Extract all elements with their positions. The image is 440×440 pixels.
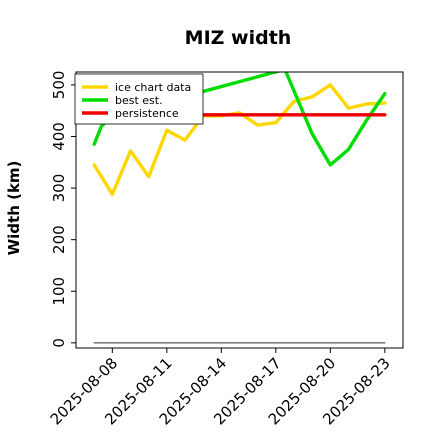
y-tick-label: 200 xyxy=(50,225,68,254)
y-tick-label: 400 xyxy=(50,122,68,151)
y-axis-label: Width (km) xyxy=(5,161,23,256)
plot-frame xyxy=(75,71,404,349)
y-tick-label: 300 xyxy=(50,174,68,203)
y-tick-label: 500 xyxy=(50,71,68,100)
y-tick-label: 0 xyxy=(50,338,68,348)
legend-label: persistence xyxy=(115,107,179,120)
legend-box xyxy=(74,73,204,125)
legend-label: best est. xyxy=(115,94,163,107)
legend-label: ice chart data xyxy=(115,81,191,94)
y-tick-label: 100 xyxy=(50,277,68,306)
series-line-ice-chart-data xyxy=(92,83,387,197)
x-axis: 2025-08-082025-08-112025-08-142025-08-17… xyxy=(47,348,394,428)
chart-title: MIZ width xyxy=(185,27,292,49)
y-axis: 0 100 200 300 400 500 xyxy=(50,71,76,348)
